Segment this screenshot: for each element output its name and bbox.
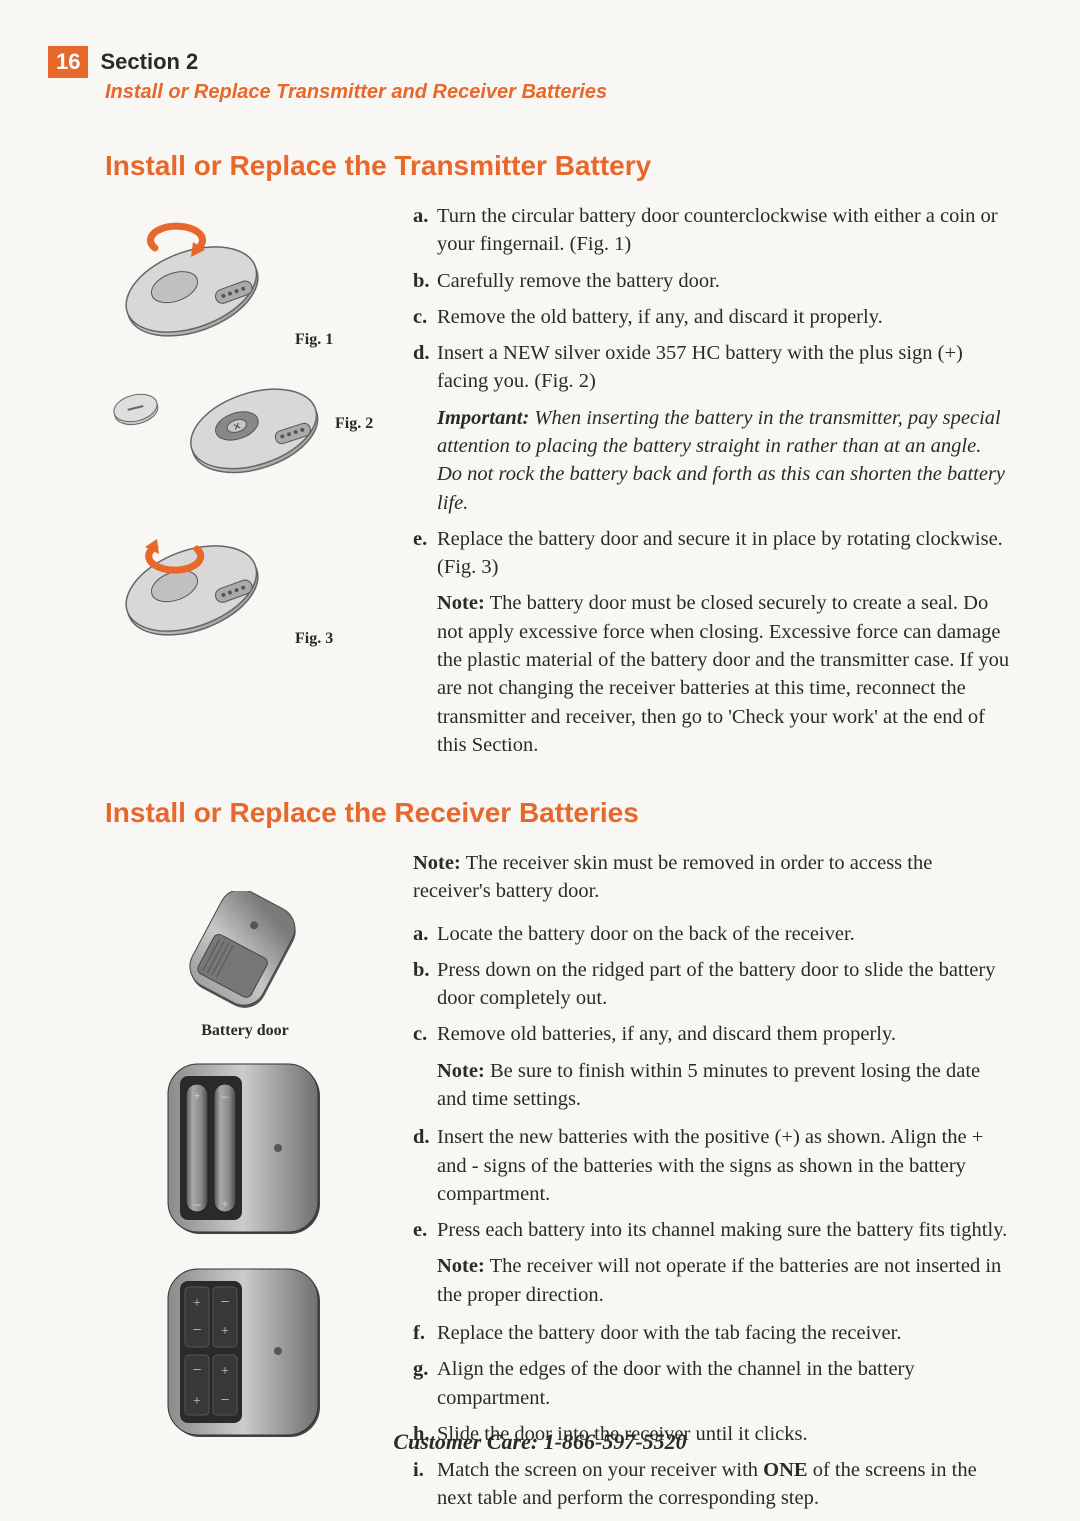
section1-figures: Fig. 1: [105, 202, 385, 769]
svg-text:+: +: [221, 1196, 228, 1211]
step-d: d.Insert a NEW silver oxide 357 HC batte…: [413, 339, 1010, 396]
figure-1-row: Fig. 1: [105, 220, 385, 355]
step2-i: i.Match the screen on your receiver with…: [413, 1456, 1010, 1513]
fig2-label: Fig. 2: [335, 415, 373, 433]
section2-figures: Battery door + + −: [105, 849, 385, 1521]
step2-c: c.Remove old batteries, if any, and disc…: [413, 1020, 1010, 1048]
figure-2-row: ✕ Fig. 2: [105, 367, 385, 487]
svg-text:+: +: [193, 1394, 201, 1409]
battery-door-label: Battery door: [172, 1022, 318, 1040]
svg-text:−: −: [220, 1294, 229, 1311]
step-b: b.Carefully remove the battery door.: [413, 267, 1010, 295]
section2-text: Note: The receiver skin must be removed …: [413, 849, 1010, 1521]
section1-content: Fig. 1: [105, 202, 1010, 769]
transmitter-fig1-icon: [105, 220, 285, 355]
fig3-label: Fig. 3: [295, 630, 333, 648]
section-label: Section 2: [100, 49, 198, 75]
step-e: e.Replace the battery door and secure it…: [413, 525, 1010, 582]
step2-g: g.Align the edges of the door with the c…: [413, 1355, 1010, 1412]
section1-text: a.Turn the circular battery door counter…: [413, 202, 1010, 769]
page-subtitle: Install or Replace Transmitter and Recei…: [105, 81, 1010, 104]
section1-note: Note: The battery door must be closed se…: [437, 589, 1010, 759]
section2-content: Battery door + + −: [105, 849, 1010, 1521]
svg-text:+: +: [193, 1088, 200, 1103]
section1-title: Install or Replace the Transmitter Batte…: [105, 150, 1010, 182]
footer-customer-care: Customer Care: 1-866-597-5520: [0, 1429, 1080, 1455]
svg-text:−: −: [192, 1362, 201, 1379]
section2-top-note: Note: The receiver skin must be removed …: [413, 849, 1010, 906]
step-c: c.Remove the old battery, if any, and di…: [413, 303, 1010, 331]
receiver-batteries-open-icon: + + − −: [158, 1060, 333, 1245]
svg-text:−: −: [192, 1322, 201, 1339]
section2-note-c: Note: Be sure to finish within 5 minutes…: [437, 1057, 1010, 1114]
section2-title: Install or Replace the Receiver Batterie…: [105, 797, 1010, 829]
step-a: a.Turn the circular battery door counter…: [413, 202, 1010, 259]
step2-a: a.Locate the battery door on the back of…: [413, 920, 1010, 948]
page-number-badge: 16: [48, 46, 88, 78]
step2-f: f.Replace the battery door with the tab …: [413, 1319, 1010, 1347]
step2-e: e.Press each battery into its channel ma…: [413, 1216, 1010, 1244]
svg-text:−: −: [220, 1392, 229, 1409]
svg-text:−: −: [220, 1090, 228, 1106]
transmitter-fig3-icon: [105, 519, 285, 654]
svg-text:+: +: [221, 1324, 229, 1339]
svg-text:−: −: [192, 1198, 200, 1214]
receiver-batteries-markings-icon: + − − + − + + −: [158, 1265, 333, 1448]
page-header: 16 Section 2: [48, 46, 1010, 78]
step2-d: d.Insert the new batteries with the posi…: [413, 1123, 1010, 1208]
section2-note-e: Note: The receiver will not operate if t…: [437, 1252, 1010, 1309]
svg-text:+: +: [193, 1296, 201, 1311]
receiver-back-icon: Battery door: [172, 891, 318, 1040]
transmitter-fig2-icon: ✕: [105, 367, 325, 487]
important-note: Important: When inserting the battery in…: [437, 404, 1010, 517]
fig1-label: Fig. 1: [295, 331, 333, 349]
figure-3-row: Fig. 3: [105, 519, 385, 654]
step2-b: b.Press down on the ridged part of the b…: [413, 956, 1010, 1013]
svg-text:+: +: [221, 1364, 229, 1379]
